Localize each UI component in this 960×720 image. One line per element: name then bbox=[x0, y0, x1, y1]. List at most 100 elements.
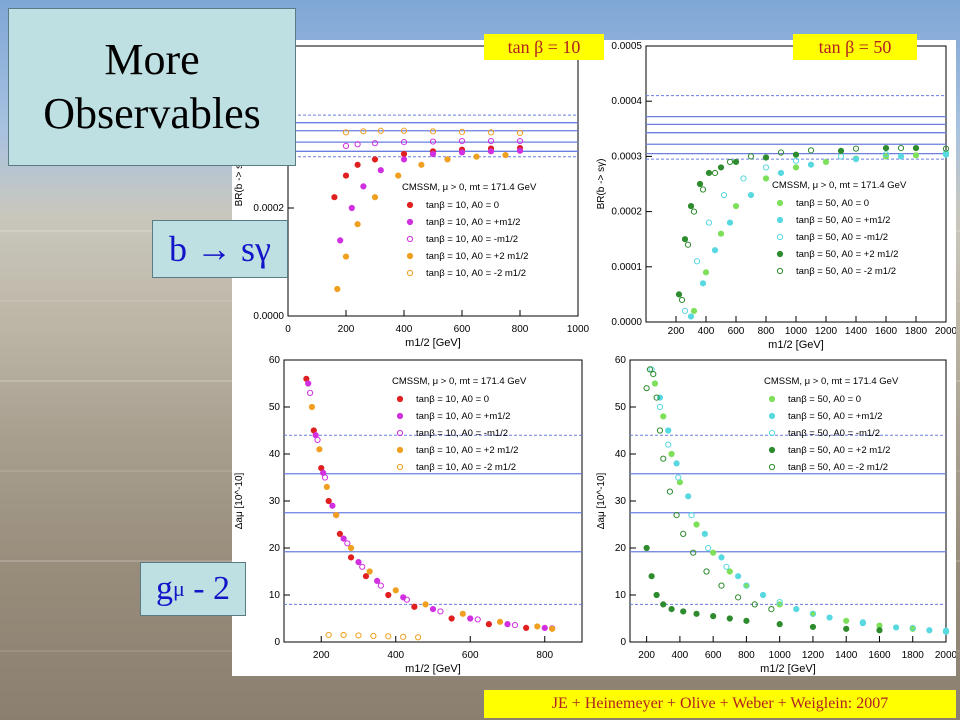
data-point bbox=[675, 474, 682, 481]
legend-marker bbox=[406, 235, 414, 243]
x-tick-label: 200 bbox=[338, 324, 355, 335]
data-point bbox=[411, 603, 418, 610]
data-point bbox=[325, 497, 332, 505]
data-point bbox=[718, 582, 725, 589]
x-axis-label: m1/2 [GeV] bbox=[768, 339, 824, 351]
y-tick-label: 0.0003 bbox=[611, 151, 642, 162]
y-tick-label: 60 bbox=[269, 355, 281, 366]
data-point bbox=[362, 573, 370, 580]
x-tick-label: 1800 bbox=[902, 650, 925, 661]
x-tick-label: 800 bbox=[512, 324, 529, 335]
data-point bbox=[897, 153, 905, 160]
data-point bbox=[897, 145, 905, 152]
data-point bbox=[314, 436, 321, 444]
data-point bbox=[418, 161, 425, 168]
data-point bbox=[459, 610, 466, 617]
data-point bbox=[366, 568, 373, 575]
data-point bbox=[837, 147, 845, 154]
data-point bbox=[702, 269, 710, 276]
data-point bbox=[665, 427, 672, 434]
data-point bbox=[681, 236, 689, 243]
legend-marker bbox=[768, 429, 776, 437]
data-point bbox=[822, 158, 830, 166]
legend-entry: tanβ = 50, A0 = -2 m1/2 bbox=[788, 462, 888, 473]
slide-title-line1: More bbox=[104, 35, 200, 84]
data-point bbox=[942, 627, 950, 634]
data-point bbox=[458, 149, 466, 156]
y-tick-label: 10 bbox=[269, 590, 281, 601]
data-point bbox=[705, 544, 712, 552]
legend-marker bbox=[776, 199, 784, 207]
data-point bbox=[342, 172, 350, 179]
legend-entry: tanβ = 10, A0 = +2 m1/2 bbox=[416, 445, 518, 456]
data-point bbox=[305, 380, 312, 387]
y-tick-label: 40 bbox=[269, 449, 281, 460]
data-point bbox=[726, 615, 733, 622]
x-tick-label: 1000 bbox=[785, 326, 808, 337]
legend-marker bbox=[396, 412, 404, 420]
legend-entry: tanβ = 10, A0 = -2 m1/2 bbox=[416, 462, 516, 473]
data-point bbox=[882, 151, 890, 158]
data-point bbox=[429, 150, 437, 158]
legend-entry: tanβ = 50, A0 = 0 bbox=[796, 198, 869, 209]
x-axis-label: m1/2 [GeV] bbox=[760, 663, 816, 675]
data-point bbox=[651, 380, 659, 387]
data-point bbox=[926, 627, 933, 634]
data-point bbox=[400, 633, 407, 640]
legend-marker bbox=[396, 395, 404, 403]
data-point bbox=[711, 169, 719, 177]
data-point bbox=[653, 591, 660, 599]
data-point bbox=[680, 608, 687, 615]
legend-entry: tanβ = 50, A0 = 0 bbox=[788, 394, 861, 405]
data-point bbox=[650, 371, 657, 378]
data-point bbox=[660, 413, 667, 420]
data-point bbox=[308, 403, 316, 411]
legend-entry: tanβ = 50, A0 = +2 m1/2 bbox=[788, 445, 890, 456]
x-tick-label: 800 bbox=[738, 650, 755, 661]
data-point bbox=[747, 153, 755, 160]
x-tick-label: 1000 bbox=[567, 324, 590, 335]
legend-entry: tanβ = 10, A0 = 0 bbox=[426, 200, 499, 211]
legend-entry: tanβ = 50, A0 = -m1/2 bbox=[788, 428, 880, 439]
y-axis-label: Δaμ [10^-10] bbox=[596, 472, 607, 529]
y-tick-label: 10 bbox=[615, 590, 627, 601]
data-point bbox=[690, 307, 698, 315]
x-tick-label: 600 bbox=[705, 650, 722, 661]
legend-marker bbox=[396, 446, 404, 454]
data-point bbox=[336, 530, 343, 537]
data-point bbox=[348, 204, 355, 212]
data-point bbox=[743, 617, 750, 624]
x-axis-label: m1/2 [GeV] bbox=[405, 337, 461, 349]
data-point bbox=[467, 615, 474, 622]
y-tick-label: 0.0001 bbox=[611, 262, 642, 273]
gm2-tanb50-chart: 200 400 600 800 1000 1200 1400 1600 1800 2000 0 10 2… bbox=[596, 355, 958, 675]
data-point bbox=[792, 151, 800, 158]
data-point bbox=[666, 488, 674, 495]
y-tick-label: 30 bbox=[269, 496, 281, 507]
legend-marker bbox=[768, 395, 776, 403]
legend-entry: tanβ = 50, A0 = +m1/2 bbox=[788, 411, 882, 422]
x-tick-label: 600 bbox=[462, 650, 479, 661]
slide-title-line2: Observables bbox=[43, 89, 261, 138]
data-point bbox=[374, 577, 381, 584]
data-point bbox=[504, 621, 511, 628]
data-point bbox=[777, 149, 785, 156]
legend-entry: tanβ = 50, A0 = -2 m1/2 bbox=[796, 266, 896, 277]
data-point bbox=[809, 623, 817, 631]
data-point bbox=[371, 156, 379, 163]
data-point bbox=[511, 621, 519, 629]
legend-entry: tanβ = 10, A0 = 0 bbox=[416, 394, 489, 405]
data-point bbox=[385, 591, 392, 599]
data-point bbox=[377, 167, 384, 174]
y-tick-label: 0.0000 bbox=[253, 311, 284, 322]
data-point bbox=[648, 573, 655, 580]
legend-entry: tanβ = 10, A0 = +m1/2 bbox=[416, 411, 510, 422]
data-point bbox=[882, 145, 890, 152]
y-tick-label: 0.0000 bbox=[611, 317, 642, 328]
data-point bbox=[852, 145, 860, 152]
citation: JE + Heinemeyer + Olive + Weber + Weigle… bbox=[484, 690, 956, 718]
data-point bbox=[699, 280, 707, 287]
x-tick-label: 400 bbox=[396, 324, 413, 335]
plot-frame bbox=[629, 359, 947, 643]
data-point bbox=[646, 366, 654, 373]
